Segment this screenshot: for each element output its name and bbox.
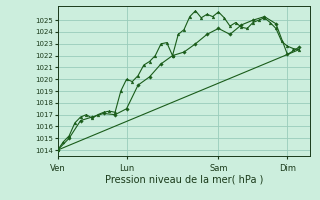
X-axis label: Pression niveau de la mer( hPa ): Pression niveau de la mer( hPa ): [105, 174, 263, 184]
